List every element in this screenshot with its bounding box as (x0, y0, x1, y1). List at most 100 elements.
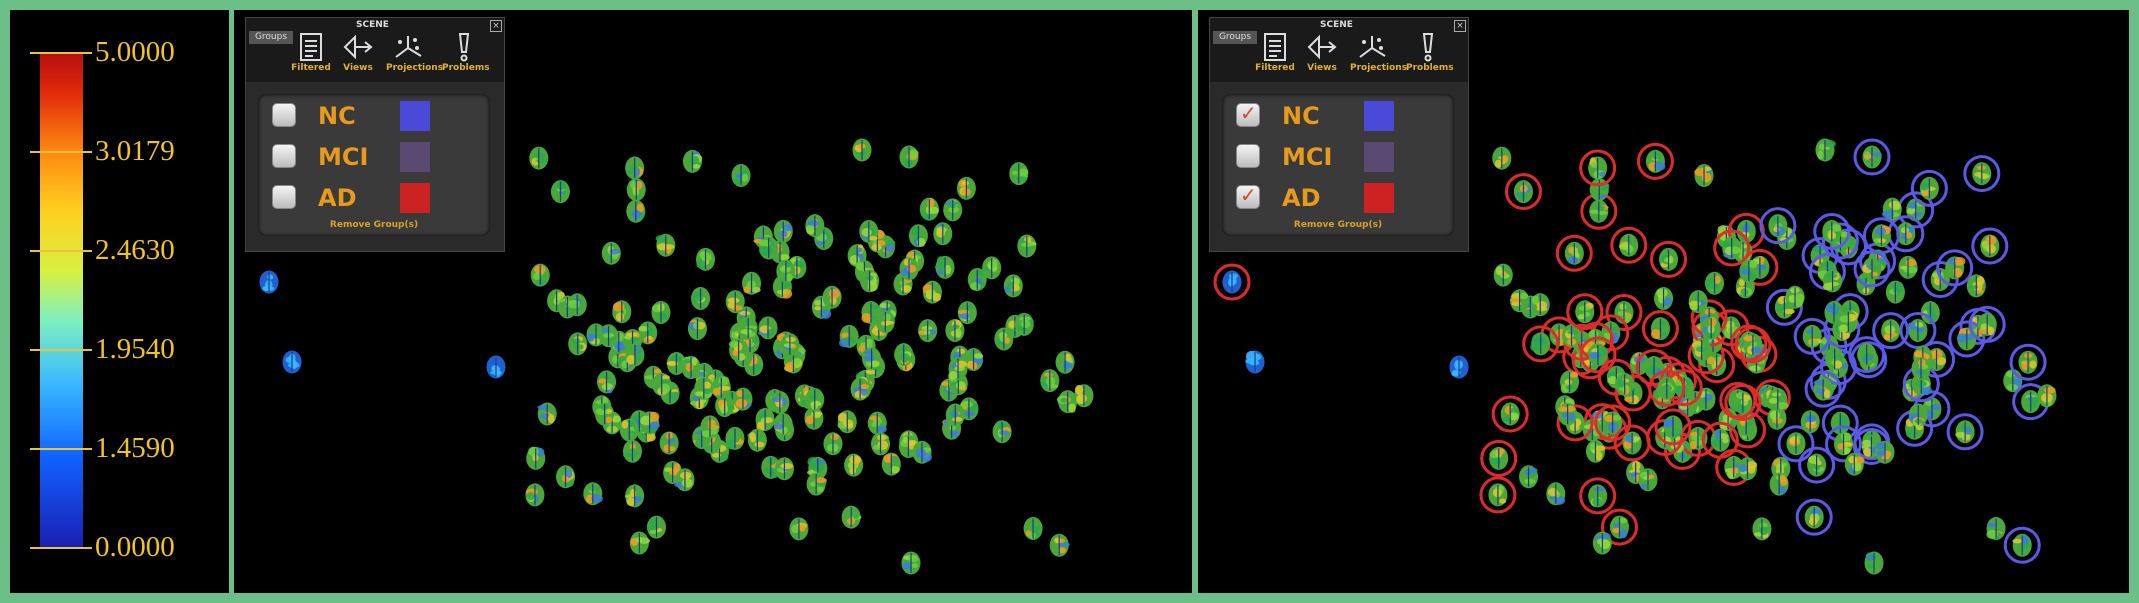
brain-thumbnail[interactable] (908, 224, 928, 248)
brain-thumbnail[interactable] (1056, 390, 1078, 414)
brain-thumbnail[interactable] (992, 420, 1012, 444)
tool-problems-button[interactable]: Problems (1406, 32, 1454, 73)
brain-thumbnail[interactable] (839, 324, 859, 348)
brain-thumbnail[interactable] (957, 301, 977, 325)
group-color-swatch[interactable] (400, 101, 430, 131)
brain-thumbnail[interactable] (783, 350, 803, 374)
brain-thumbnail[interactable] (1546, 482, 1566, 506)
brain-thumbnail[interactable] (530, 263, 550, 287)
brain-thumbnail[interactable] (674, 468, 695, 492)
brain-thumbnail[interactable] (1040, 369, 1060, 393)
brain-thumbnail[interactable] (948, 356, 968, 380)
brain-thumbnail[interactable] (1822, 219, 1842, 243)
brain-thumbnail[interactable] (1530, 293, 1550, 317)
brain-thumbnail[interactable] (747, 428, 767, 452)
brain-thumbnail[interactable] (550, 180, 570, 204)
brain-thumbnail[interactable] (1882, 197, 1902, 221)
brain-thumbnail[interactable] (1911, 356, 1931, 380)
brain-thumbnail[interactable] (2037, 384, 2057, 408)
brain-thumbnail[interactable] (773, 412, 793, 436)
brain-thumbnail[interactable] (619, 418, 639, 442)
brain-thumbnail[interactable] (1696, 387, 1716, 411)
brain-thumbnail[interactable] (1823, 269, 1843, 293)
brain-thumbnail[interactable] (1807, 453, 1827, 477)
tool-filtered-button[interactable]: Filtered (1253, 32, 1297, 73)
brain-thumbnail[interactable] (682, 149, 703, 173)
brain-thumbnail[interactable] (956, 176, 976, 200)
brain-thumbnail[interactable] (666, 351, 686, 375)
brain-thumbnail[interactable] (823, 432, 843, 456)
group-checkbox-nc[interactable] (1236, 101, 1260, 127)
brain-thumbnail[interactable] (945, 403, 965, 427)
brain-thumbnail[interactable] (967, 267, 987, 291)
brain-thumbnail[interactable] (859, 219, 879, 243)
brain-thumbnail[interactable] (626, 178, 646, 202)
tool-views-button[interactable]: Views (336, 32, 380, 73)
close-button[interactable]: × (1454, 20, 1466, 32)
brain-thumbnail[interactable] (871, 432, 891, 456)
brain-thumbnail[interactable] (622, 439, 642, 463)
brain-thumbnail[interactable] (994, 327, 1014, 351)
brain-thumbnail[interactable] (1657, 376, 1677, 400)
brain-thumbnail[interactable] (1768, 387, 1789, 411)
brain-thumbnail[interactable] (1862, 257, 1882, 281)
brain-thumbnail[interactable] (899, 257, 919, 281)
group-checkbox-ad[interactable] (272, 185, 296, 209)
brain-thumbnail[interactable] (844, 453, 864, 477)
brain-thumbnail[interactable] (681, 356, 701, 380)
brain-thumbnail[interactable] (1049, 533, 1070, 557)
brain-thumbnail[interactable] (852, 138, 872, 162)
brain-thumbnail[interactable] (841, 505, 862, 529)
brain-thumbnail[interactable] (1638, 468, 1658, 492)
brain-thumbnail[interactable] (599, 324, 619, 348)
brain-thumbnail[interactable] (1609, 515, 1629, 539)
brain-thumbnail[interactable] (1710, 428, 1730, 452)
brain-thumbnail[interactable] (568, 332, 588, 356)
brain-thumbnail[interactable] (1885, 280, 1905, 304)
brain-thumbnail[interactable] (945, 319, 965, 343)
brain-thumbnail[interactable] (282, 350, 302, 374)
brain-thumbnail[interactable] (625, 156, 645, 180)
brain-thumbnail[interactable] (919, 197, 940, 221)
brain-thumbnail[interactable] (806, 472, 827, 496)
brain-thumbnail[interactable] (934, 255, 955, 279)
brain-thumbnail[interactable] (1737, 457, 1758, 481)
brain-thumbnail[interactable] (547, 289, 567, 313)
brain-thumbnail[interactable] (1449, 355, 1469, 379)
tool-views-button[interactable]: Views (1300, 32, 1344, 73)
brain-thumbnail[interactable] (742, 271, 762, 295)
brain-thumbnail[interactable] (715, 394, 735, 418)
brain-thumbnail[interactable] (609, 330, 629, 354)
brain-thumbnail[interactable] (1956, 327, 1977, 351)
brain-thumbnail[interactable] (733, 387, 753, 411)
brain-thumbnail[interactable] (918, 319, 938, 343)
brain-thumbnail[interactable] (738, 316, 758, 340)
brain-thumbnail[interactable] (1896, 222, 1916, 246)
brain-thumbnail[interactable] (651, 301, 671, 325)
brain-thumbnail[interactable] (1804, 505, 1824, 529)
brain-thumbnail[interactable] (1768, 214, 1788, 238)
brain-thumbnail[interactable] (1245, 350, 1265, 374)
brain-thumbnail[interactable] (1588, 156, 1608, 180)
brain-thumbnail[interactable] (1500, 402, 1520, 426)
brain-thumbnail[interactable] (1009, 162, 1029, 186)
brain-thumbnail[interactable] (1585, 439, 1606, 463)
brain-thumbnail[interactable] (700, 415, 720, 439)
remove-groups-button[interactable]: Remove Group(s) (329, 220, 419, 230)
brain-thumbnail[interactable] (943, 198, 963, 222)
brain-thumbnail[interactable] (640, 411, 660, 435)
brain-thumbnail[interactable] (1815, 138, 1836, 162)
brain-thumbnail[interactable] (1977, 312, 1997, 336)
brain-thumbnail[interactable] (1074, 384, 1094, 408)
brain-thumbnail[interactable] (583, 482, 603, 506)
brain-thumbnail[interactable] (1813, 377, 1833, 401)
brain-thumbnail[interactable] (1519, 465, 1539, 489)
brain-thumbnail[interactable] (1659, 247, 1679, 271)
brain-thumbnail[interactable] (1752, 517, 1772, 541)
brain-thumbnail[interactable] (776, 259, 796, 283)
brain-thumbnail[interactable] (1825, 347, 1845, 371)
brain-thumbnail[interactable] (659, 431, 679, 455)
brain-thumbnail[interactable] (626, 199, 646, 223)
brain-thumbnail[interactable] (933, 222, 953, 246)
brain-thumbnail[interactable] (1955, 420, 1975, 444)
